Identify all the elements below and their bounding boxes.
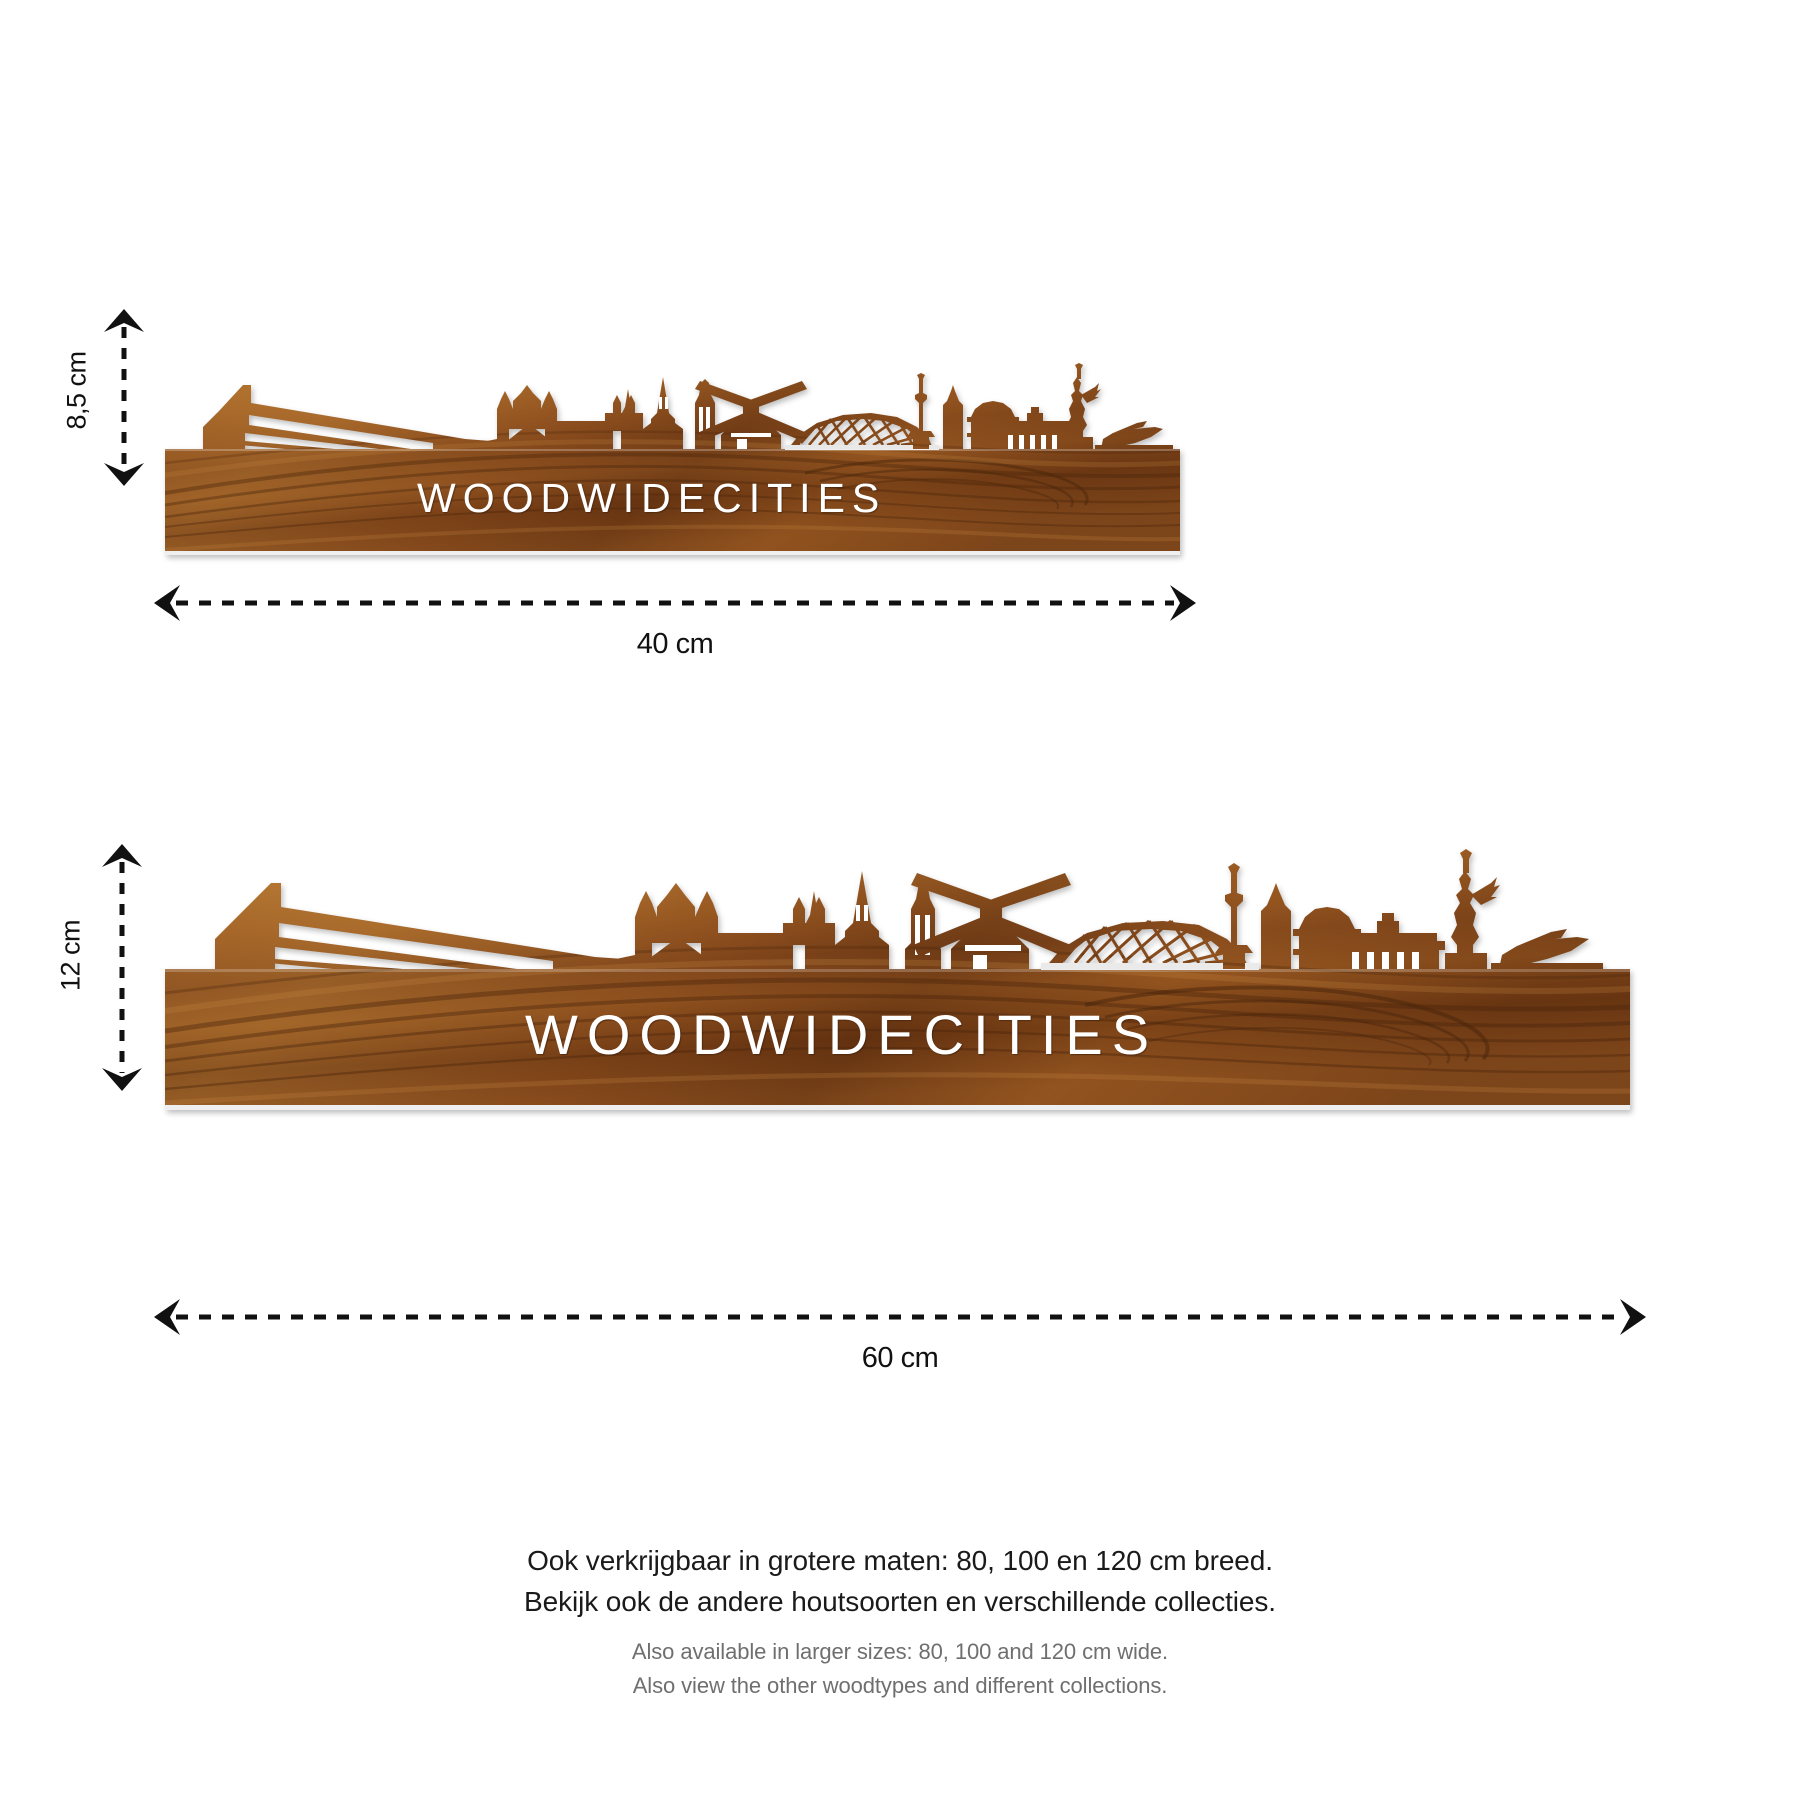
height-arrow-40 [104, 309, 144, 486]
footer-dutch-line-1: Ook verkrijgbaar in grotere maten: 80, 1… [527, 1545, 1273, 1576]
footer-dutch-line-2: Bekijk ook de andere houtsoorten en vers… [524, 1586, 1276, 1617]
footer-english-line-2: Also view the other woodtypes and differ… [632, 1673, 1168, 1698]
height-label-40: 8,5 cm [61, 351, 92, 430]
product-plank-40: WOODWIDECITIES [165, 355, 1180, 555]
width-arrow-60 [154, 1299, 1646, 1335]
height-arrow-60 [102, 844, 142, 1091]
footer-dutch-block: Ook verkrijgbaar in grotere maten: 80, 1… [0, 1540, 1800, 1622]
footer-english-block: Also available in larger sizes: 80, 100 … [0, 1635, 1800, 1703]
width-label-40: 40 cm [636, 628, 714, 660]
width-arrow-40 [154, 585, 1196, 621]
footer-english-line-1: Also available in larger sizes: 80, 100 … [631, 1639, 1169, 1664]
product-plank-60: WOODWIDECITIES [165, 845, 1630, 1110]
height-label-60: 12 cm [55, 919, 86, 992]
width-label-60: 60 cm [861, 1342, 939, 1374]
